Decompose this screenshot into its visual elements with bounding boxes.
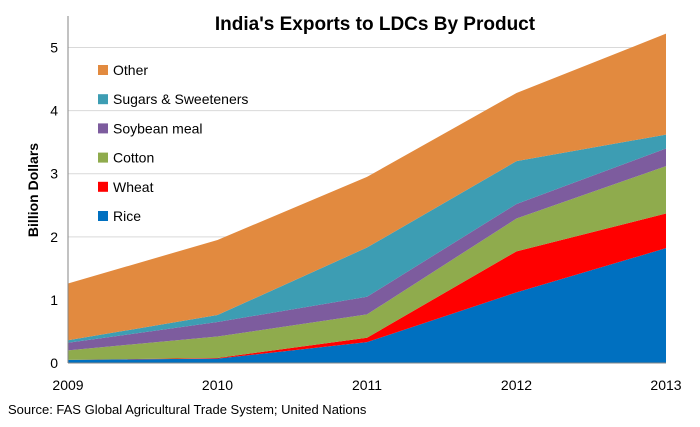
y-tick-label: 5 (50, 40, 58, 56)
axes (67, 16, 666, 364)
legend-label-cotton: Cotton (113, 150, 154, 166)
source-note: Source: FAS Global Agricultural Trade Sy… (8, 402, 367, 417)
legend-swatch-rice (98, 211, 108, 221)
x-tick-label: 2010 (202, 377, 233, 393)
legend-label-soybean-meal: Soybean meal (113, 120, 203, 136)
legend: Other Sugars & Sweeteners Soybean meal Cott… (98, 62, 248, 224)
legend-label-rice: Rice (113, 208, 141, 224)
legend-label-other: Other (113, 62, 148, 78)
y-tick-label: 4 (50, 103, 58, 119)
x-tick-label: 2012 (501, 377, 532, 393)
y-tick-labels: 0 1 2 3 4 5 (50, 40, 58, 371)
legend-label-wheat: Wheat (113, 179, 154, 195)
x-tick-label: 2011 (352, 377, 382, 393)
legend-swatch-wheat (98, 181, 108, 192)
legend-swatch-cotton (98, 152, 108, 163)
legend-label-sugars-sweeteners: Sugars & Sweeteners (113, 91, 248, 107)
area-series (68, 33, 666, 363)
y-tick-label: 1 (50, 292, 58, 308)
x-tick-label: 2013 (650, 377, 681, 393)
y-tick-label: 2 (50, 229, 58, 245)
area-other (68, 33, 666, 341)
legend-swatch-soybean-meal (98, 123, 108, 134)
x-tick-labels: 2009 2010 2011 2012 2013 (52, 377, 681, 393)
legend-swatch-other (98, 65, 108, 75)
x-tick-label: 2009 (52, 377, 83, 393)
y-axis-label: Billion Dollars (25, 143, 41, 237)
chart-title: India's Exports to LDCs By Product (215, 14, 536, 35)
area-rice (68, 248, 666, 363)
y-tick-label: 3 (50, 166, 58, 182)
area-sugars-sweeteners (68, 134, 666, 343)
legend-swatch-sugars-sweeteners (98, 94, 108, 105)
area-cotton (68, 166, 666, 360)
y-tick-label: 0 (50, 355, 58, 371)
area-soybean-meal (68, 148, 666, 351)
